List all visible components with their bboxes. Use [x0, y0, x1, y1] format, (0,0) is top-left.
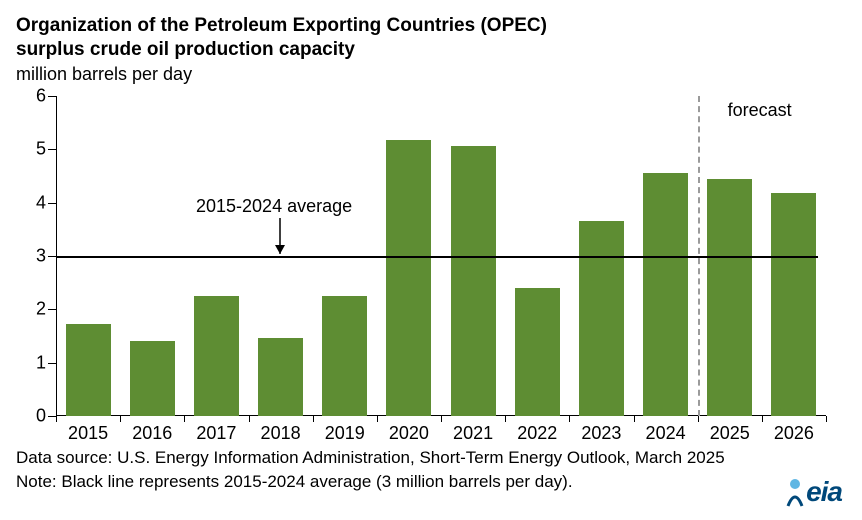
bar [771, 193, 816, 416]
y-tick-label: 4 [16, 192, 46, 213]
y-tick [48, 363, 56, 364]
average-line [56, 256, 818, 258]
bar [258, 338, 303, 416]
y-tick [48, 203, 56, 204]
x-tick-label: 2025 [710, 423, 750, 444]
x-tick [569, 416, 570, 422]
x-tick [120, 416, 121, 422]
y-tick [48, 309, 56, 310]
y-tick-label: 0 [16, 406, 46, 427]
y-tick-label: 5 [16, 139, 46, 160]
y-tick-label: 6 [16, 86, 46, 107]
x-tick [505, 416, 506, 422]
bar [130, 341, 175, 416]
x-tick-label: 2015 [68, 423, 108, 444]
bar [386, 140, 431, 416]
bar [194, 296, 239, 416]
x-tick [441, 416, 442, 422]
average-label: 2015-2024 average [196, 196, 352, 217]
x-tick-label: 2022 [517, 423, 557, 444]
bar [66, 324, 111, 416]
x-tick [762, 416, 763, 422]
plot-area: 0123456201520162017201820192020202120222… [56, 96, 826, 416]
y-tick-label: 3 [16, 246, 46, 267]
x-tick [184, 416, 185, 422]
chart-container: Organization of the Petroleum Exporting … [0, 0, 862, 520]
bar [643, 173, 688, 416]
bar [515, 288, 560, 416]
x-tick [698, 416, 699, 422]
y-tick [48, 416, 56, 417]
footer-note: Note: Black line represents 2015-2024 av… [16, 472, 573, 492]
forecast-label: forecast [728, 100, 792, 121]
x-tick [56, 416, 57, 422]
bar [322, 296, 367, 416]
x-tick-label: 2024 [646, 423, 686, 444]
x-tick-label: 2023 [581, 423, 621, 444]
x-tick [826, 416, 827, 422]
x-tick [377, 416, 378, 422]
chart-subtitle-units: million barrels per day [16, 64, 846, 85]
chart-title-line1: Organization of the Petroleum Exporting … [16, 14, 846, 38]
footer-source: Data source: U.S. Energy Information Adm… [16, 448, 725, 468]
chart-title-line2: surplus crude oil production capacity [16, 38, 846, 62]
y-tick [48, 96, 56, 97]
x-tick-label: 2018 [261, 423, 301, 444]
eia-logo-icon [784, 478, 806, 508]
x-tick-label: 2019 [325, 423, 365, 444]
x-tick-label: 2020 [389, 423, 429, 444]
x-tick-label: 2016 [132, 423, 172, 444]
y-tick [48, 149, 56, 150]
x-tick [634, 416, 635, 422]
y-tick-label: 2 [16, 299, 46, 320]
x-tick-label: 2026 [774, 423, 814, 444]
x-tick [313, 416, 314, 422]
y-tick [48, 256, 56, 257]
x-tick-label: 2021 [453, 423, 493, 444]
eia-logo: eia [784, 476, 842, 508]
eia-logo-text: eia [806, 476, 842, 508]
bar [707, 179, 752, 416]
bar [451, 146, 496, 416]
x-tick [249, 416, 250, 422]
y-tick-label: 1 [16, 352, 46, 373]
x-tick-label: 2017 [196, 423, 236, 444]
bar [579, 221, 624, 416]
